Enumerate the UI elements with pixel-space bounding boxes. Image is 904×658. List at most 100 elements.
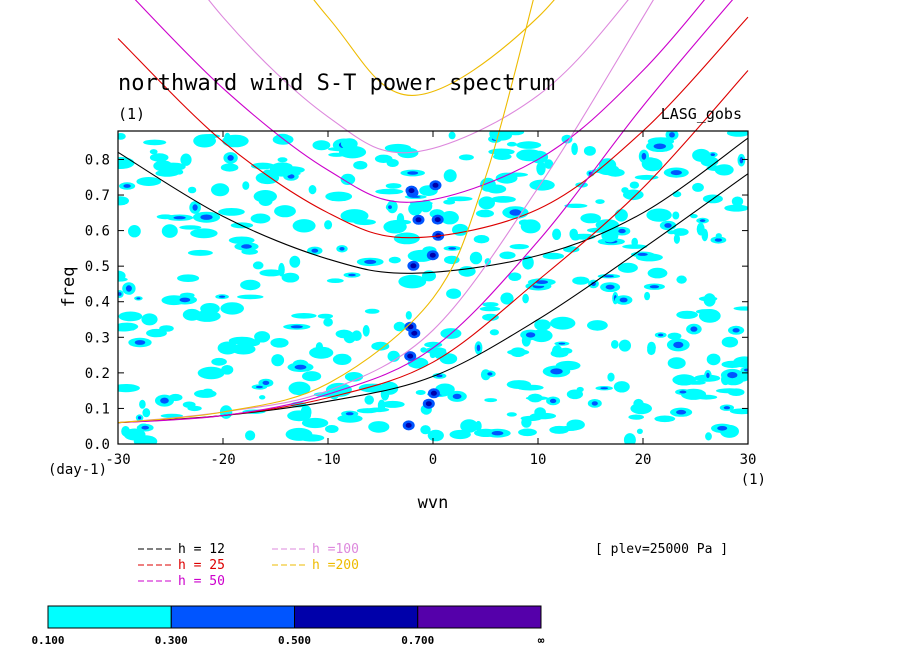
contour-blob xyxy=(155,169,179,177)
contour-blob xyxy=(118,384,140,393)
y-tick-label: 0.3 xyxy=(85,330,110,346)
contour-blob xyxy=(580,213,601,224)
contour-blob xyxy=(676,275,687,284)
contour-blob xyxy=(289,255,301,268)
contour-blob xyxy=(118,322,139,331)
contour-blob-mid xyxy=(699,219,706,223)
contour-blob xyxy=(522,293,529,304)
contour-blob xyxy=(292,219,316,233)
colorbar-segment xyxy=(294,605,419,629)
contour-blob xyxy=(672,374,696,386)
contour-blob xyxy=(123,428,146,441)
contour-blob xyxy=(136,177,162,186)
contour-blob xyxy=(258,195,273,206)
colorbar-label: ∞ xyxy=(538,634,545,647)
x-tick-label: -30 xyxy=(105,452,130,468)
colorbar: 0.100 0.300 0.500 0.700 ∞ xyxy=(31,605,545,647)
contour-blob xyxy=(692,182,704,192)
contour-blob-mid xyxy=(641,152,647,160)
contour-blob xyxy=(672,191,682,198)
contour-blob xyxy=(460,419,478,433)
level-label: [ plev=25000 Pa ] xyxy=(595,542,728,557)
contour-blob xyxy=(193,134,217,148)
contour-blob xyxy=(118,157,135,169)
contour-blob xyxy=(469,251,483,265)
contour-blob-core xyxy=(434,217,441,223)
contour-blob xyxy=(393,321,406,332)
contour-blob-mid xyxy=(348,273,356,277)
contour-blob xyxy=(149,149,158,155)
contour-blob xyxy=(405,311,412,320)
y-axis-title: freq xyxy=(59,267,79,308)
contour-blob xyxy=(733,356,748,368)
contour-blob xyxy=(160,162,186,171)
contour-blob-mid xyxy=(743,368,748,372)
contour-blob xyxy=(435,383,455,396)
contour-blob xyxy=(211,357,227,366)
contour-blob xyxy=(506,141,517,147)
contour-blob xyxy=(427,429,444,442)
x-tick-label: -10 xyxy=(315,452,340,468)
contour-blob xyxy=(317,313,333,319)
contour-blob xyxy=(146,328,167,338)
contour-blob-mid xyxy=(600,387,609,390)
contour-blob xyxy=(572,276,590,285)
contour-blob-core xyxy=(411,330,418,336)
contour-blob-mid xyxy=(436,374,443,378)
contour-blob xyxy=(193,310,221,322)
contour-blob-mid xyxy=(125,285,132,292)
contour-blob xyxy=(447,196,473,202)
contour-blob xyxy=(326,278,344,284)
dispersion-curve xyxy=(313,0,555,96)
contour-blob xyxy=(458,154,474,161)
contour-blob-mid xyxy=(658,333,664,337)
contour-blob xyxy=(529,179,555,191)
y-tick-label: 0.6 xyxy=(85,224,110,240)
contour-blob xyxy=(561,134,573,144)
contour-blob-mid xyxy=(448,247,457,250)
contour-blob-core xyxy=(430,390,437,396)
contour-blob xyxy=(149,153,169,162)
contour-blob xyxy=(396,213,405,225)
contour-blob xyxy=(518,428,537,437)
contour-blob xyxy=(241,248,258,255)
contour-blob xyxy=(448,131,456,140)
contour-blob xyxy=(250,213,271,224)
contour-blob xyxy=(490,196,516,203)
contour-blob xyxy=(240,279,261,291)
contour-blob-mid xyxy=(673,341,684,349)
contour-blob xyxy=(576,386,584,393)
contour-blob xyxy=(142,408,151,418)
contour-blob xyxy=(324,220,333,230)
contour-blob xyxy=(633,398,644,409)
contour-blob xyxy=(127,225,141,238)
contour-blob xyxy=(636,428,643,434)
x-axis-title: wvn xyxy=(418,493,449,513)
contour-blob-mid xyxy=(605,284,615,290)
contour-blob xyxy=(613,381,630,393)
contour-blob xyxy=(287,410,311,422)
contour-blob xyxy=(516,141,542,149)
contour-blob xyxy=(351,330,362,342)
contour-blob-mid xyxy=(525,332,536,338)
dispersion-curve xyxy=(117,137,749,274)
contour-blob xyxy=(629,181,640,189)
contour-blob xyxy=(301,417,329,429)
contour-blob-mid xyxy=(141,425,149,430)
contour-blob xyxy=(607,372,615,382)
contour-blob xyxy=(259,395,266,400)
contour-blob xyxy=(308,185,317,195)
contour-blob xyxy=(362,325,370,337)
contour-blob-mid xyxy=(717,426,728,431)
contour-blob xyxy=(118,133,126,140)
contour-blob-mid xyxy=(664,223,672,228)
contour-blob-mid xyxy=(550,368,563,375)
contour-blob xyxy=(220,163,239,172)
contour-blob xyxy=(623,433,636,444)
y-tick-label: 0.8 xyxy=(85,152,110,168)
contour-blob xyxy=(245,430,256,441)
contour-blob xyxy=(482,302,499,307)
contour-blob xyxy=(550,316,576,330)
contour-blob xyxy=(575,182,588,188)
